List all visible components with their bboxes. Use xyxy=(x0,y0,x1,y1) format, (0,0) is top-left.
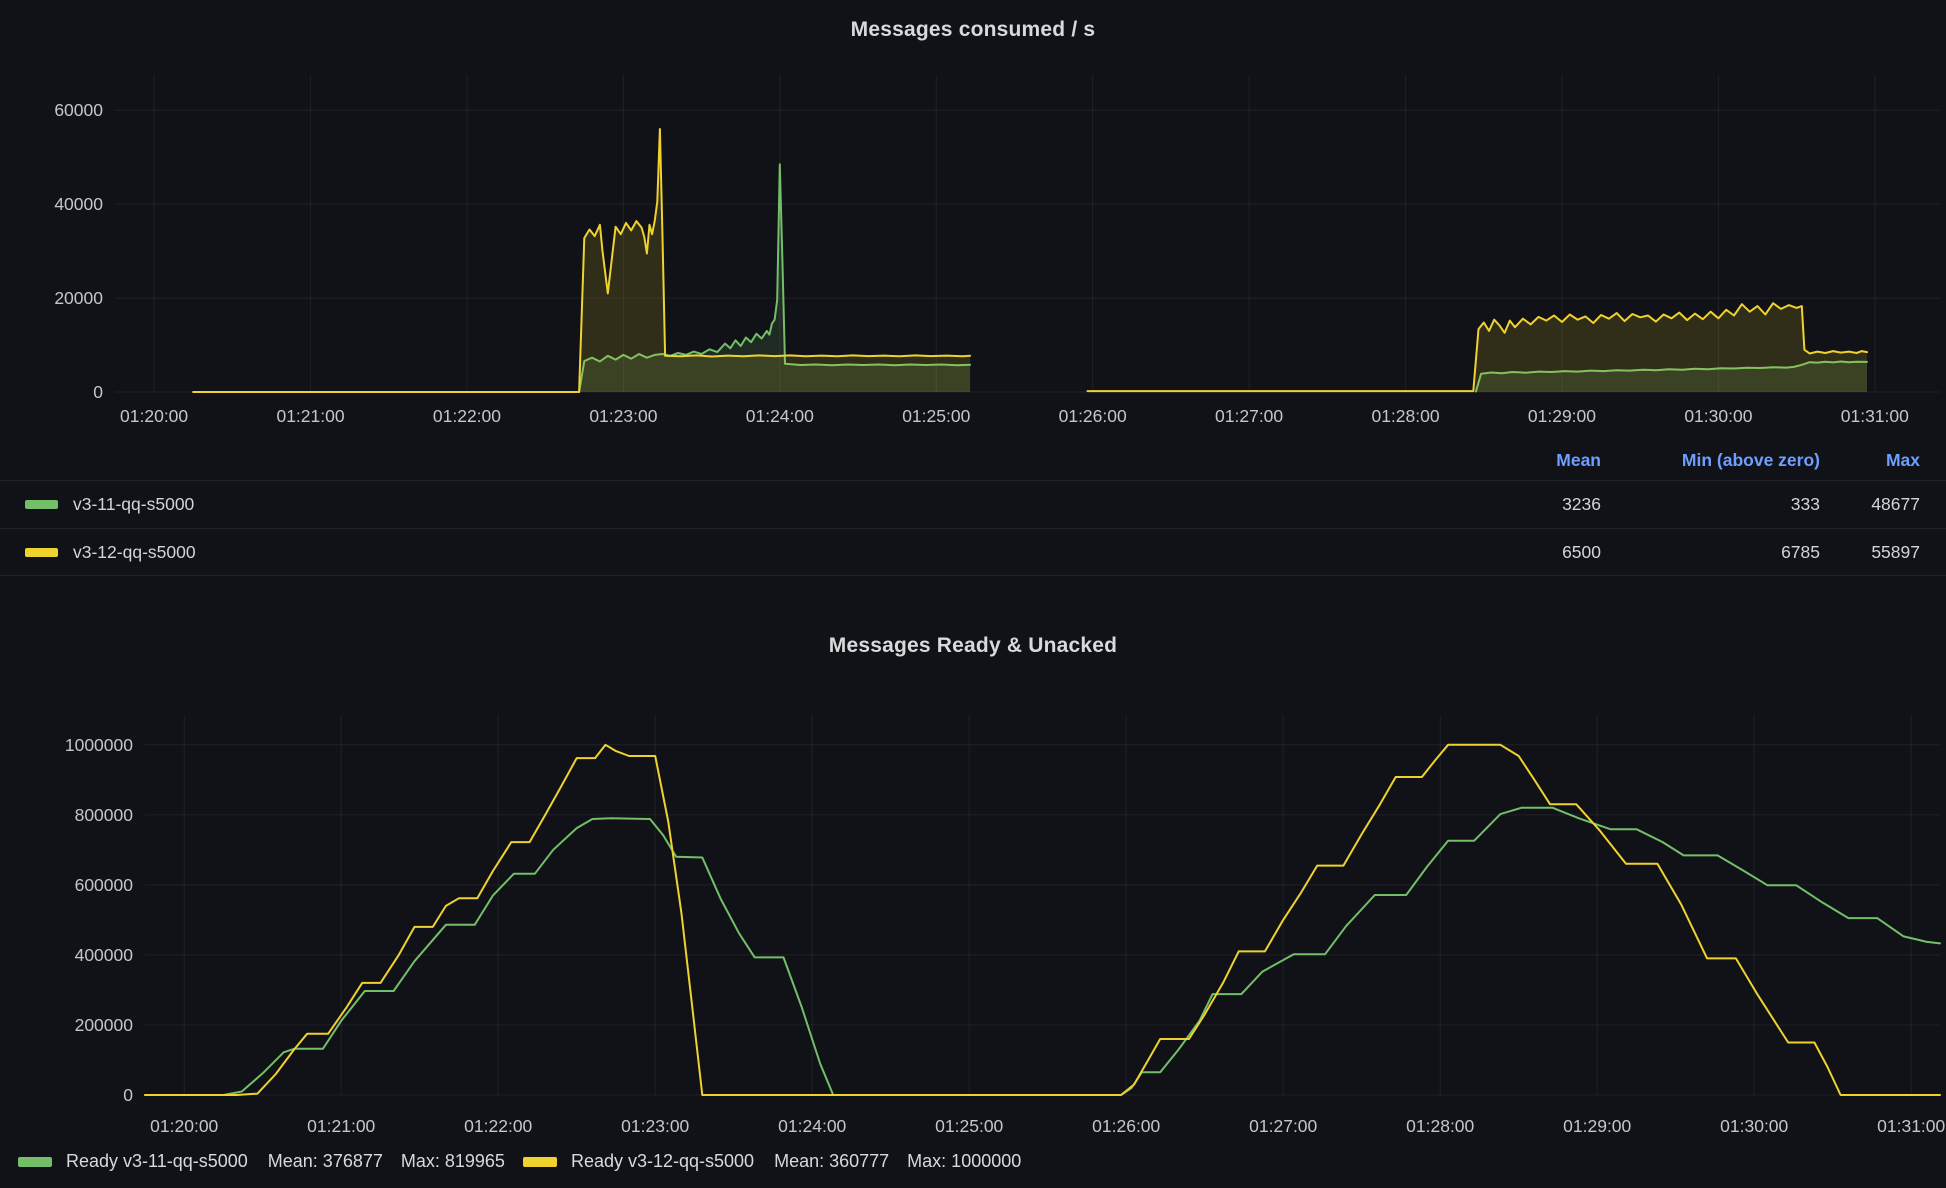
series-fill-area xyxy=(193,129,971,392)
x-axis-tick-label: 01:21:00 xyxy=(307,1116,375,1136)
series-fill-area xyxy=(193,164,971,392)
mean-value: 3236 xyxy=(1562,494,1601,514)
y-axis-tick-label: 60000 xyxy=(54,100,103,120)
series-color-swatch xyxy=(25,547,58,557)
x-axis-tick-label: 01:20:00 xyxy=(120,406,188,426)
max-value: 48677 xyxy=(1871,494,1920,514)
series-fill-area xyxy=(1475,361,1867,392)
max-value: 55897 xyxy=(1871,541,1920,562)
x-axis-tick-label: 01:30:00 xyxy=(1684,406,1752,426)
panel-title-consumed: Messages consumed / s xyxy=(850,18,1096,41)
table-row: v3-12-qq-s5000 6500 6785 55897 xyxy=(0,528,1946,576)
series-color-swatch xyxy=(18,1156,52,1167)
series-name: Ready v3-11-qq-s5000 xyxy=(66,1151,248,1171)
x-axis-tick-label: 01:27:00 xyxy=(1249,1116,1317,1136)
series-line xyxy=(1474,360,1868,393)
legend-series-v3-12[interactable]: v3-12-qq-s5000 xyxy=(25,542,1481,563)
x-axis-tick-label: 01:22:00 xyxy=(433,406,501,426)
y-axis-tick-label: 0 xyxy=(123,1085,133,1105)
ready-unacked-legend: Ready v3-11-qq-s5000 Mean: 376877 Max: 8… xyxy=(18,1151,1039,1172)
series-line xyxy=(192,128,972,393)
min-value: 6785 xyxy=(1781,541,1820,562)
series-max-stat: Max: 1000000 xyxy=(907,1151,1022,1171)
x-axis-tick-label: 01:26:00 xyxy=(1092,1116,1160,1136)
series-line xyxy=(144,743,1941,1096)
x-axis-tick-label: 01:27:00 xyxy=(1215,406,1283,426)
series-mean-stat: Mean: 360777 xyxy=(774,1151,890,1171)
series-color-swatch xyxy=(522,1156,557,1167)
ready-unacked-chart[interactable]: 0 200000 400000 600000 800000 1000000 01:20:00… xyxy=(0,690,1946,1145)
series-name: v3-11-qq-s5000 xyxy=(73,494,195,514)
y-axis-tick-label: 200000 xyxy=(75,1015,134,1035)
consumed-per-sec-chart[interactable]: 0 20000 40000 60000 01:20:00 01:21:00 01:22:00… xyxy=(0,60,1946,435)
y-axis-tick-label: 1000000 xyxy=(65,735,133,755)
x-axis-tick-label: 01:25:00 xyxy=(935,1116,1003,1136)
series-max-stat: Max: 819965 xyxy=(400,1151,505,1171)
y-axis-tick-label: 800000 xyxy=(75,805,134,825)
x-axis-tick-label: 01:31:00 xyxy=(1877,1116,1945,1136)
min-value: 333 xyxy=(1790,494,1820,514)
y-axis-tick-label: 600000 xyxy=(75,875,134,895)
panel-title-ready-unacked: Messages Ready & Unacked xyxy=(828,634,1118,657)
series-color-swatch xyxy=(25,500,58,509)
y-axis-tick-label: 20000 xyxy=(54,288,103,308)
series-name: v3-12-qq-s5000 xyxy=(73,541,196,562)
legend-header-min[interactable]: Min (above zero) xyxy=(1681,449,1820,470)
x-axis-tick-label: 01:22:00 xyxy=(464,1116,532,1136)
x-axis-tick-label: 01:29:00 xyxy=(1563,1116,1631,1136)
table-row: v3-11-qq-s5000 3236 333 48677 xyxy=(0,480,1946,528)
y-axis-tick-label: 0 xyxy=(93,382,103,402)
series-line xyxy=(144,806,1941,1096)
y-axis-tick-label: 40000 xyxy=(54,194,103,214)
x-axis-tick-label: 01:23:00 xyxy=(589,406,657,426)
x-axis-tick-label: 01:23:00 xyxy=(621,1116,689,1136)
x-axis-tick-label: 01:24:00 xyxy=(778,1116,846,1136)
legend-series-ready-v3-11[interactable]: Ready v3-11-qq-s5000 Mean: 376877 Max: 8… xyxy=(18,1151,505,1172)
x-axis-tick-label: 01:28:00 xyxy=(1406,1116,1474,1136)
series-mean-stat: Mean: 376877 xyxy=(267,1151,383,1171)
x-axis-tick-label: 01:26:00 xyxy=(1059,406,1127,426)
x-axis-tick-label: 01:29:00 xyxy=(1528,406,1596,426)
y-axis-tick-label: 400000 xyxy=(75,945,134,965)
legend-header-row: Mean Min (above zero) Max xyxy=(0,440,1946,480)
legend-series-ready-v3-12[interactable]: Ready v3-12-qq-s5000 Mean: 360777 Max: 1… xyxy=(522,1151,1022,1172)
series-line xyxy=(192,163,972,393)
x-axis-tick-label: 01:30:00 xyxy=(1720,1116,1788,1136)
series-name: Ready v3-12-qq-s5000 xyxy=(570,1151,755,1171)
x-axis-tick-label: 01:24:00 xyxy=(746,406,814,426)
mean-value: 6500 xyxy=(1562,541,1601,562)
legend-header-max[interactable]: Max xyxy=(1885,449,1920,470)
x-axis-tick-label: 01:20:00 xyxy=(150,1116,218,1136)
x-axis-tick-label: 01:28:00 xyxy=(1371,406,1439,426)
x-axis-tick-label: 01:25:00 xyxy=(902,406,970,426)
x-axis-tick-label: 01:21:00 xyxy=(276,406,344,426)
legend-series-v3-11[interactable]: v3-11-qq-s5000 xyxy=(25,494,1481,515)
legend-header-mean[interactable]: Mean xyxy=(1556,449,1601,470)
x-axis-tick-label: 01:31:00 xyxy=(1841,406,1909,426)
consumed-legend-table: Mean Min (above zero) Max v3-11-qq-s5000… xyxy=(0,440,1946,576)
series-line xyxy=(1086,302,1868,393)
